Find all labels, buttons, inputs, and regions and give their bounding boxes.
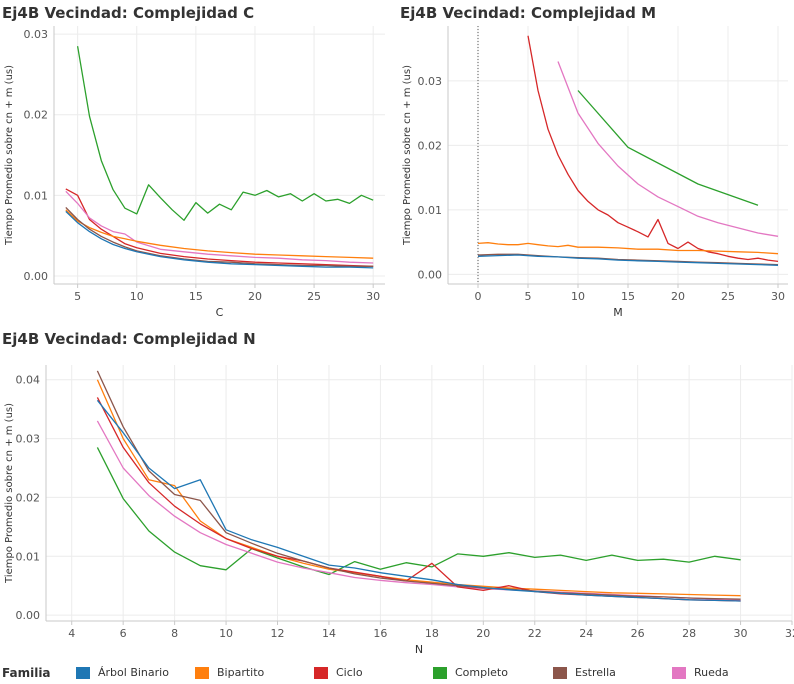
legend-swatch	[553, 667, 567, 679]
y-tick-label: 0.03	[16, 433, 41, 446]
x-tick-label: 12	[271, 627, 285, 640]
x-tick-label: 26	[631, 627, 645, 640]
y-tick-label: 0.04	[16, 374, 41, 387]
series-line	[557, 61, 779, 237]
x-tick-label: 5	[525, 290, 532, 303]
series-line	[477, 254, 779, 266]
chart-n: 4 6 8 10 12 14 16 18 20 22 24 26 28 30 32 0.00 0.01 0.02 0…	[4, 365, 794, 656]
chart-m: 0 5 10 15 20 25 30 0.00 0.01 0.02 0.03 M Tiempo Prom…	[402, 26, 788, 319]
x-tick-label: 18	[425, 627, 439, 640]
chart-title-n: Ej4B Vecindad: Complejidad N	[2, 330, 256, 348]
x-tick-label: 8	[171, 627, 178, 640]
charts-canvas: 5 10 15 20 25 30 0.00 0.01 0.02 0.03 C Tiempo Prome…	[4, 26, 794, 656]
legend-swatch	[76, 667, 90, 679]
x-axis-label: N	[415, 643, 423, 656]
x-tick-label: 15	[621, 290, 635, 303]
x-tick-label: 16	[373, 627, 387, 640]
series-line	[96, 370, 741, 600]
x-tick-label: 5	[74, 290, 81, 303]
legend-label: Ciclo	[336, 666, 363, 679]
series-line	[96, 447, 741, 576]
legend-label: Estrella	[575, 666, 616, 679]
x-tick-label: 28	[682, 627, 696, 640]
x-tick-label: 14	[322, 627, 336, 640]
y-tick-label: 0.00	[16, 609, 41, 622]
series-line	[96, 420, 741, 602]
chart-title-c: Ej4B Vecindad: Complejidad C	[2, 4, 255, 22]
legend: Familia Árbol Binario Bipartito Ciclo Co…	[0, 662, 794, 684]
x-tick-label: 10	[219, 627, 233, 640]
series-line	[96, 379, 741, 597]
x-tick-label: 10	[571, 290, 585, 303]
y-tick-label: 0.00	[24, 270, 49, 283]
y-axis-label: Tiempo Promedio sobre cn + m (us)	[4, 65, 15, 246]
x-tick-label: 30	[366, 290, 380, 303]
y-tick-label: 0.01	[16, 550, 41, 563]
legend-label: Árbol Binario	[98, 666, 169, 679]
x-tick-label: 30	[734, 627, 748, 640]
y-tick-label: 0.03	[24, 28, 49, 41]
x-tick-label: 25	[307, 290, 321, 303]
x-tick-label: 20	[476, 627, 490, 640]
chart-title-m: Ej4B Vecindad: Complejidad M	[400, 4, 656, 22]
legend-swatch	[672, 667, 686, 679]
x-tick-label: 10	[130, 290, 144, 303]
y-axis-label: Tiempo Promedio sobre cn + m (us)	[4, 403, 15, 584]
series-line	[76, 46, 374, 221]
x-axis-label: M	[613, 306, 623, 319]
legend-label: Rueda	[694, 666, 729, 679]
legend-label: Bipartito	[217, 666, 265, 679]
series-line	[65, 188, 374, 267]
x-tick-label: 24	[579, 627, 593, 640]
legend-swatch	[433, 667, 447, 679]
series-line	[65, 210, 374, 269]
legend-label: Completo	[455, 666, 508, 679]
y-tick-label: 0.02	[24, 109, 49, 122]
x-tick-label: 20	[248, 290, 262, 303]
x-tick-label: 6	[120, 627, 127, 640]
series-line	[96, 399, 741, 602]
y-tick-label: 0.01	[24, 189, 49, 202]
y-tick-label: 0.00	[418, 268, 443, 281]
x-axis-label: C	[216, 306, 224, 319]
series-line	[527, 35, 779, 263]
x-tick-label: 30	[771, 290, 785, 303]
y-axis-label: Tiempo Promedio sobre cn + m (us)	[402, 65, 413, 246]
x-tick-label: 32	[785, 627, 794, 640]
x-tick-label: 20	[671, 290, 685, 303]
y-tick-label: 0.03	[418, 75, 443, 88]
series-line	[577, 90, 759, 206]
x-tick-label: 0	[475, 290, 482, 303]
legend-swatch	[314, 667, 328, 679]
legend-swatch	[195, 667, 209, 679]
y-tick-label: 0.02	[16, 491, 41, 504]
x-tick-label: 15	[189, 290, 203, 303]
y-tick-label: 0.01	[418, 204, 443, 217]
series-line	[65, 209, 374, 259]
series-line	[65, 190, 374, 264]
x-tick-label: 25	[721, 290, 735, 303]
chart-c: 5 10 15 20 25 30 0.00 0.01 0.02 0.03 C Tiempo Prome…	[4, 26, 385, 319]
x-tick-label: 4	[68, 627, 75, 640]
series-line	[65, 206, 374, 267]
legend-title: Familia	[2, 666, 51, 680]
x-tick-label: 22	[528, 627, 542, 640]
y-tick-label: 0.02	[418, 139, 443, 152]
series-line	[477, 242, 779, 255]
